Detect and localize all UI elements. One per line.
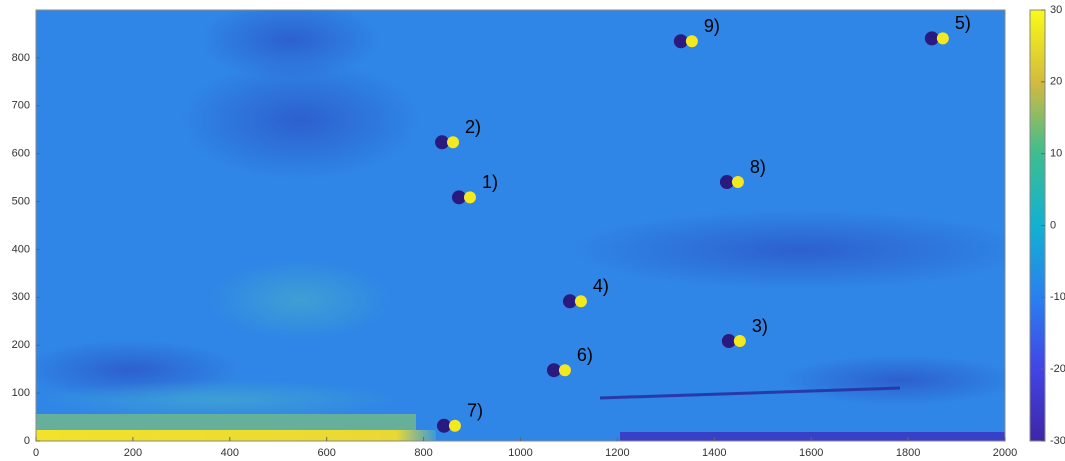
x-tick-label: 200 <box>124 447 142 459</box>
x-tick-label: 1000 <box>508 447 532 459</box>
colorbar-tick-label: -10 <box>1050 291 1065 303</box>
anomaly-positive <box>732 176 744 188</box>
annotation: 1) <box>482 172 498 192</box>
heatmap-field <box>20 0 1030 441</box>
anomaly-positive <box>575 295 587 307</box>
annotation: 8) <box>750 157 766 177</box>
anomaly-positive <box>447 136 459 148</box>
colorbar-tick-label: 20 <box>1050 76 1062 88</box>
anomaly-negative <box>547 363 561 377</box>
colorbar-tick-label: -20 <box>1050 363 1065 375</box>
anomaly-negative <box>435 135 449 149</box>
colorbar-tick-label: 0 <box>1050 219 1056 231</box>
anomaly-negative <box>720 175 734 189</box>
y-tick-label: 600 <box>12 148 30 160</box>
anomaly-positive <box>734 335 746 347</box>
x-tick-label: 600 <box>318 447 336 459</box>
annotation: 5) <box>955 13 971 33</box>
y-tick-label: 200 <box>12 339 30 351</box>
anomaly-positive <box>464 191 476 203</box>
y-tick-label: 800 <box>12 52 30 64</box>
anomaly-negative <box>925 31 939 45</box>
x-tick-label: 0 <box>33 447 39 459</box>
colorbar-tick-label: 30 <box>1050 4 1062 16</box>
y-tick-label: 500 <box>12 195 30 207</box>
colorbar-tick-label: -30 <box>1050 435 1065 447</box>
x-tick-label: 2000 <box>993 447 1017 459</box>
x-tick-label: 1600 <box>799 447 823 459</box>
x-tick-label: 1400 <box>702 447 726 459</box>
anomaly-positive <box>559 364 571 376</box>
anomaly-negative <box>722 334 736 348</box>
annotation: 4) <box>593 276 609 296</box>
annotation: 3) <box>752 316 768 336</box>
y-tick-label: 0 <box>24 435 30 447</box>
y-tick-label: 400 <box>12 243 30 255</box>
chart: 0200400600800100012001400160018002000010… <box>0 0 1065 461</box>
colorbar-tick-label: 10 <box>1050 148 1062 160</box>
annotation: 2) <box>465 117 481 137</box>
anomaly-negative <box>563 294 577 308</box>
anomaly-negative <box>452 190 466 204</box>
anomaly-negative <box>674 34 688 48</box>
anomaly-positive <box>686 35 698 47</box>
y-tick-label: 700 <box>12 100 30 112</box>
anomaly-negative <box>437 419 451 433</box>
annotation: 6) <box>577 345 593 365</box>
y-tick-label: 100 <box>12 387 30 399</box>
annotation: 7) <box>467 401 483 421</box>
anomaly-positive <box>449 420 461 432</box>
anomaly-positive <box>937 32 949 44</box>
x-tick-label: 400 <box>221 447 239 459</box>
x-tick-label: 1200 <box>605 447 629 459</box>
y-tick-label: 300 <box>12 291 30 303</box>
x-tick-label: 1800 <box>896 447 920 459</box>
x-tick-label: 800 <box>414 447 432 459</box>
annotation: 9) <box>704 16 720 36</box>
